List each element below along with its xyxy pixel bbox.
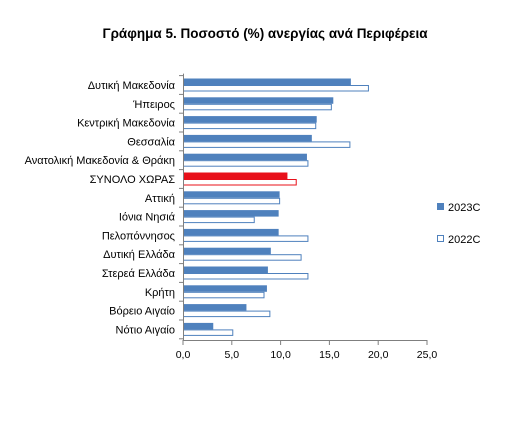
category-label-4: Ανατολική Μακεδονία & Θράκη bbox=[25, 155, 175, 167]
bars-group bbox=[183, 78, 369, 336]
legend-label-2023: 2023C bbox=[448, 202, 480, 214]
bar-2022-3 bbox=[183, 141, 351, 148]
category-label-7: Ιόνια Νησιά bbox=[119, 212, 176, 224]
chart-title: Γράφημα 5. Ποσοστό (%) ανεργίας ανά Περι… bbox=[102, 26, 428, 41]
category-label-3: Θεσσαλία bbox=[127, 136, 175, 148]
bar-2023-13 bbox=[183, 322, 214, 330]
legend: 2023C 2022C bbox=[437, 202, 480, 246]
bar-2023-9 bbox=[183, 247, 271, 255]
bar-2022-1 bbox=[183, 103, 332, 111]
bar-2022-0 bbox=[183, 85, 369, 92]
legend-label-2022: 2022C bbox=[448, 234, 480, 246]
bar-2023-11 bbox=[183, 285, 267, 292]
bar-2022-11 bbox=[183, 291, 265, 299]
category-label-0: Δυτική Μακεδονία bbox=[88, 80, 176, 92]
bar-2023-7 bbox=[183, 210, 279, 217]
legend-swatch-2023 bbox=[437, 203, 444, 210]
bar-2023-0 bbox=[183, 78, 351, 85]
category-label-5: ΣΥΝΟΛΟ ΧΩΡΑΣ bbox=[90, 174, 176, 186]
x-tick-label-5: 25,0 bbox=[417, 349, 438, 361]
x-tick-label-4: 20,0 bbox=[368, 349, 389, 361]
x-tick-label-1: 5,0 bbox=[224, 349, 239, 361]
category-label-13: Νότιο Αιγαίο bbox=[116, 324, 175, 336]
axes-group bbox=[179, 73, 428, 345]
x-tick-label-3: 15,0 bbox=[319, 349, 340, 361]
category-label-10: Στερεά Ελλάδα bbox=[102, 268, 176, 280]
category-label-6: Αττική bbox=[145, 193, 175, 205]
bar-2022-5 bbox=[183, 179, 297, 186]
x-tick-label-0: 0,0 bbox=[176, 349, 191, 361]
category-label-8: Πελοπόννησος bbox=[102, 230, 175, 242]
category-label-2: Κεντρική Μακεδονία bbox=[77, 118, 176, 130]
bar-2022-7 bbox=[183, 216, 255, 224]
bar-2023-1 bbox=[183, 97, 334, 104]
bar-2022-6 bbox=[183, 197, 281, 205]
bar-2023-2 bbox=[183, 116, 317, 123]
bar-2023-8 bbox=[183, 228, 279, 236]
bar-2023-12 bbox=[183, 304, 247, 311]
bar-2023-5 bbox=[183, 172, 288, 179]
labels-group: Δυτική Μακεδονία Ήπειρος Κεντρική Μακεδονί… bbox=[25, 80, 438, 361]
bar-2023-10 bbox=[183, 266, 268, 273]
bar-2022-4 bbox=[183, 160, 309, 167]
legend-swatch-2022 bbox=[437, 235, 444, 242]
bar-2022-8 bbox=[183, 235, 309, 242]
category-label-9: Δυτική Ελλάδα bbox=[103, 249, 175, 261]
category-label-12: Βόρειο Αιγαίο bbox=[109, 306, 175, 318]
x-tick-label-2: 10,0 bbox=[270, 349, 291, 361]
bar-2023-4 bbox=[183, 153, 307, 161]
bar-2022-10 bbox=[183, 273, 309, 280]
bar-2022-13 bbox=[183, 329, 234, 336]
bar-2022-12 bbox=[183, 310, 271, 318]
bar-2023-6 bbox=[183, 191, 280, 198]
bar-2023-3 bbox=[183, 134, 312, 142]
bar-2022-2 bbox=[183, 122, 317, 130]
bar-2022-9 bbox=[183, 254, 302, 261]
category-label-11: Κρήτη bbox=[145, 287, 175, 299]
category-label-1: Ήπειρος bbox=[132, 99, 175, 111]
